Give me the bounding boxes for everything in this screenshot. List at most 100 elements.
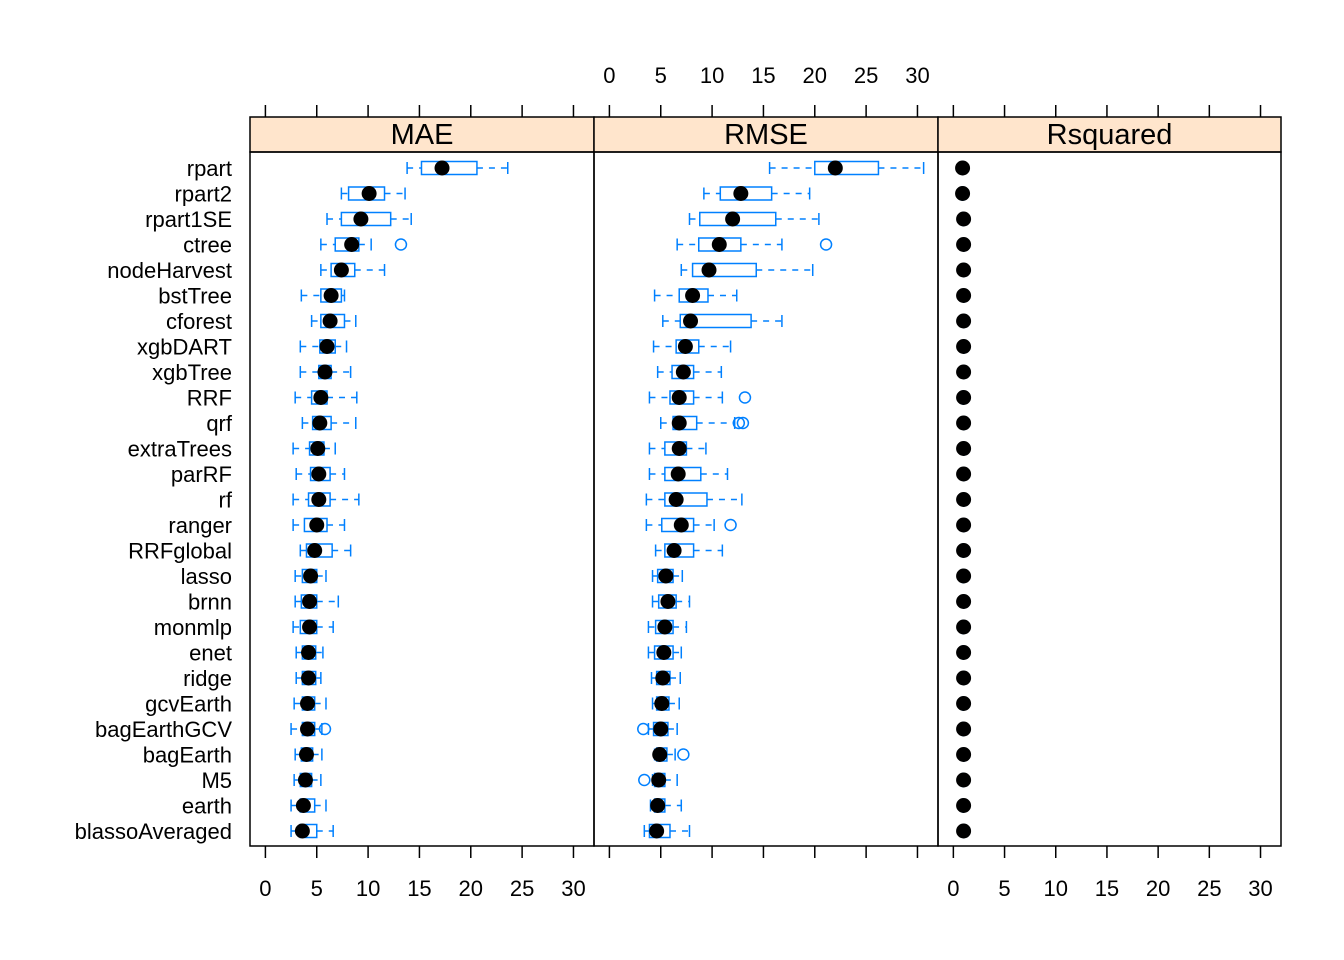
tick-label-mae-30: 30: [561, 876, 585, 901]
row-label-ctree: ctree: [183, 233, 232, 258]
row-label-xgbDART: xgbDART: [137, 335, 232, 360]
median-dot-rmse-bagEarth: [652, 747, 668, 762]
outlier-rmse-ranger-0: [724, 518, 737, 532]
median-dot-rmse-rf: [668, 492, 684, 507]
row-label-rpart1SE: rpart1SE: [145, 207, 232, 232]
median-dot-rmse-ridge: [655, 670, 671, 686]
outlier-rmse-bagEarthGCV-0: [637, 722, 650, 736]
row-label-bagEarth: bagEarth: [143, 743, 232, 768]
panel-frame-rmse: [593, 151, 939, 847]
tick-label-mae-20: 20: [459, 876, 483, 901]
tick-label-mae-15: 15: [407, 876, 431, 901]
median-dot-rmse-rpart2: [733, 186, 749, 201]
median-dot-rmse-rpart1SE: [725, 211, 741, 227]
median-dot-rsquared-brnn: [956, 594, 972, 609]
median-dot-rsquared-bstTree: [956, 288, 972, 303]
strip-rmse: [593, 116, 939, 153]
median-dot-rsquared-qrf: [956, 415, 972, 431]
row-label-extraTrees: extraTrees: [128, 437, 232, 462]
median-dot-rsquared-gcvEarth: [956, 696, 972, 711]
median-dot-mae-qrf: [312, 415, 328, 431]
row-label-nodeHarvest: nodeHarvest: [107, 258, 232, 283]
median-dot-mae-ctree: [344, 237, 360, 252]
median-dot-rsquared-ctree: [956, 237, 972, 252]
median-dot-rsquared-ridge: [956, 670, 972, 686]
median-dot-mae-brnn: [302, 594, 318, 609]
median-dot-mae-extraTrees: [310, 441, 326, 456]
median-dot-mae-earth: [295, 798, 311, 813]
median-dot-rmse-parRF: [670, 466, 686, 482]
tick-label-top-5: 5: [655, 63, 667, 88]
median-dot-mae-bagEarthGCV: [300, 721, 316, 737]
strip-mae: [249, 116, 595, 153]
row-label-parRF: parRF: [171, 462, 232, 487]
median-dot-rmse-cforest: [683, 313, 699, 329]
median-dot-rmse-brnn: [660, 594, 676, 609]
tick-label-rsquared-10: 10: [1044, 876, 1068, 901]
row-label-rf: rf: [219, 488, 233, 513]
box-mae-RRFglobal: [305, 543, 333, 558]
median-dot-mae-bstTree: [323, 288, 339, 303]
median-dot-mae-monmlp: [302, 619, 318, 635]
median-dot-rmse-bagEarthGCV: [653, 721, 669, 737]
median-dot-mae-M5: [297, 772, 313, 788]
median-dot-mae-rpart: [434, 160, 450, 176]
median-dot-rsquared-cforest: [956, 313, 972, 329]
median-dot-mae-gcvEarth: [300, 696, 316, 711]
tick-label-rsquared-0: 0: [947, 876, 959, 901]
box-rmse-rpart1SE: [699, 211, 777, 227]
tick-label-top-30: 30: [905, 63, 929, 88]
median-dot-mae-rpart1SE: [353, 211, 369, 227]
tick-label-rsquared-30: 30: [1248, 876, 1272, 901]
median-dot-rsquared-bagEarth: [956, 747, 972, 762]
row-label-blassoAveraged: blassoAveraged: [75, 819, 232, 844]
box-rmse-rpart2: [719, 186, 773, 201]
strip-label-rmse: RMSE: [724, 119, 808, 151]
outlier-rmse-bagEarth-0: [677, 748, 690, 761]
median-dot-rsquared-RRF: [956, 390, 972, 405]
median-dot-rmse-M5: [651, 772, 667, 788]
row-label-ranger: ranger: [168, 513, 232, 538]
tick-label-top-20: 20: [803, 63, 827, 88]
row-label-enet: enet: [189, 641, 232, 666]
row-label-RRF: RRF: [187, 386, 232, 411]
median-dot-rmse-rpart: [827, 160, 843, 176]
median-dot-mae-enet: [301, 645, 317, 660]
median-dot-rsquared-lasso: [956, 568, 972, 584]
median-dot-rmse-bstTree: [685, 288, 701, 303]
tick-label-top-10: 10: [700, 63, 724, 88]
outlier-mae-bagEarthGCV-0: [318, 722, 332, 736]
tick-label-top-25: 25: [854, 63, 878, 88]
row-label-gcvEarth: gcvEarth: [145, 692, 232, 717]
median-dot-mae-lasso: [303, 568, 319, 584]
median-dot-rsquared-rpart1SE: [956, 211, 972, 227]
box-rmse-cforest: [679, 313, 752, 329]
box-rmse-rpart: [814, 160, 880, 176]
tick-label-rsquared-25: 25: [1197, 876, 1221, 901]
median-dot-rmse-gcvEarth: [654, 696, 670, 711]
median-dot-rmse-xgbTree: [675, 364, 691, 380]
median-dot-rmse-earth: [650, 798, 666, 813]
outlier-rmse-qrf-0: [732, 416, 746, 430]
median-dot-rmse-ranger: [673, 517, 689, 533]
tick-label-mae-25: 25: [510, 876, 534, 901]
panel-frame-rsquared: [937, 151, 1282, 847]
outlier-mae-ctree-0: [394, 238, 408, 251]
median-dot-mae-bagEarth: [298, 747, 314, 762]
row-label-monmlp: monmlp: [154, 615, 232, 640]
tick-label-mae-10: 10: [356, 876, 380, 901]
median-dot-rsquared-blassoAveraged: [956, 823, 972, 839]
median-dot-rsquared-enet: [956, 645, 972, 660]
median-dot-mae-RRFglobal: [307, 543, 323, 558]
row-label-rpart2: rpart2: [175, 182, 232, 207]
median-dot-mae-rpart2: [361, 186, 377, 201]
median-dot-rsquared-rpart2: [955, 186, 971, 201]
median-dot-rsquared-bagEarthGCV: [956, 721, 972, 737]
median-dot-rsquared-monmlp: [956, 619, 972, 635]
box-mae-rpart: [420, 160, 478, 176]
median-dot-mae-xgbDART: [319, 339, 335, 354]
panel-frame-mae: [249, 151, 595, 847]
row-label-qrf: qrf: [206, 411, 233, 436]
median-dot-rmse-xgbDART: [677, 339, 693, 354]
median-dot-rmse-blassoAveraged: [649, 823, 665, 839]
